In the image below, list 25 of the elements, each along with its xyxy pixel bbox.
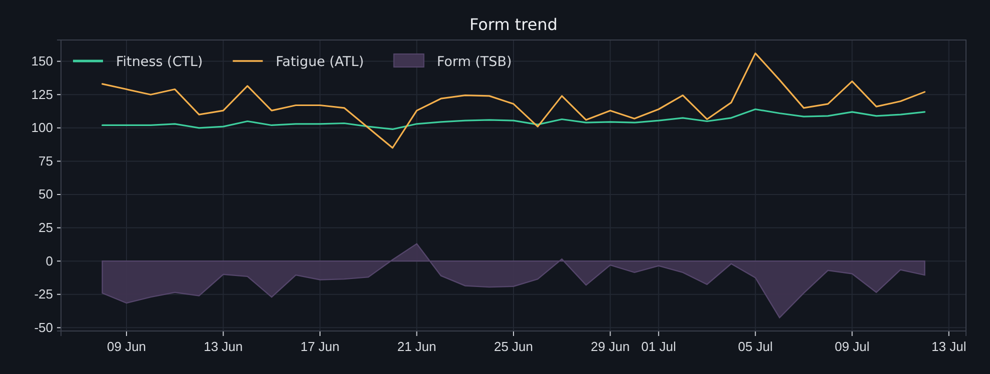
x-tick-label: 05 Jul [738, 339, 773, 354]
line-series [102, 108, 926, 130]
y-tick-label: 75 [38, 153, 53, 168]
x-tick-label: 29 Jun [590, 339, 630, 354]
y-tick-label: 150 [31, 53, 53, 68]
x-tick-label: 13 Jun [204, 339, 243, 354]
x-tick-label: 21 Jun [397, 339, 436, 354]
line-series [102, 52, 926, 149]
y-tick-label: -50 [34, 320, 53, 335]
legend-label: Fatigue (ATL) [276, 54, 364, 70]
chart-title: Form trend [469, 15, 558, 34]
y-tick-label: 50 [38, 186, 53, 202]
x-tick-label: 09 Jun [106, 339, 146, 354]
legend-label: Form (TSB) [436, 54, 512, 70]
y-tick-label: 0 [46, 253, 53, 268]
y-tick-label: -25 [34, 286, 53, 302]
y-tick-label: 25 [38, 220, 53, 235]
y-tick-label: 100 [31, 120, 53, 136]
x-tick-label: 01 Jul [641, 339, 676, 354]
x-tick-label: 25 Jun [494, 339, 534, 354]
x-tick-label: 09 Jul [834, 339, 870, 354]
legend-label: Fitness (CTL) [116, 54, 203, 70]
x-tick-label: 17 Jun [300, 339, 340, 354]
y-tick-label: 125 [31, 86, 53, 102]
x-tick-label: 13 Jul [932, 339, 966, 354]
